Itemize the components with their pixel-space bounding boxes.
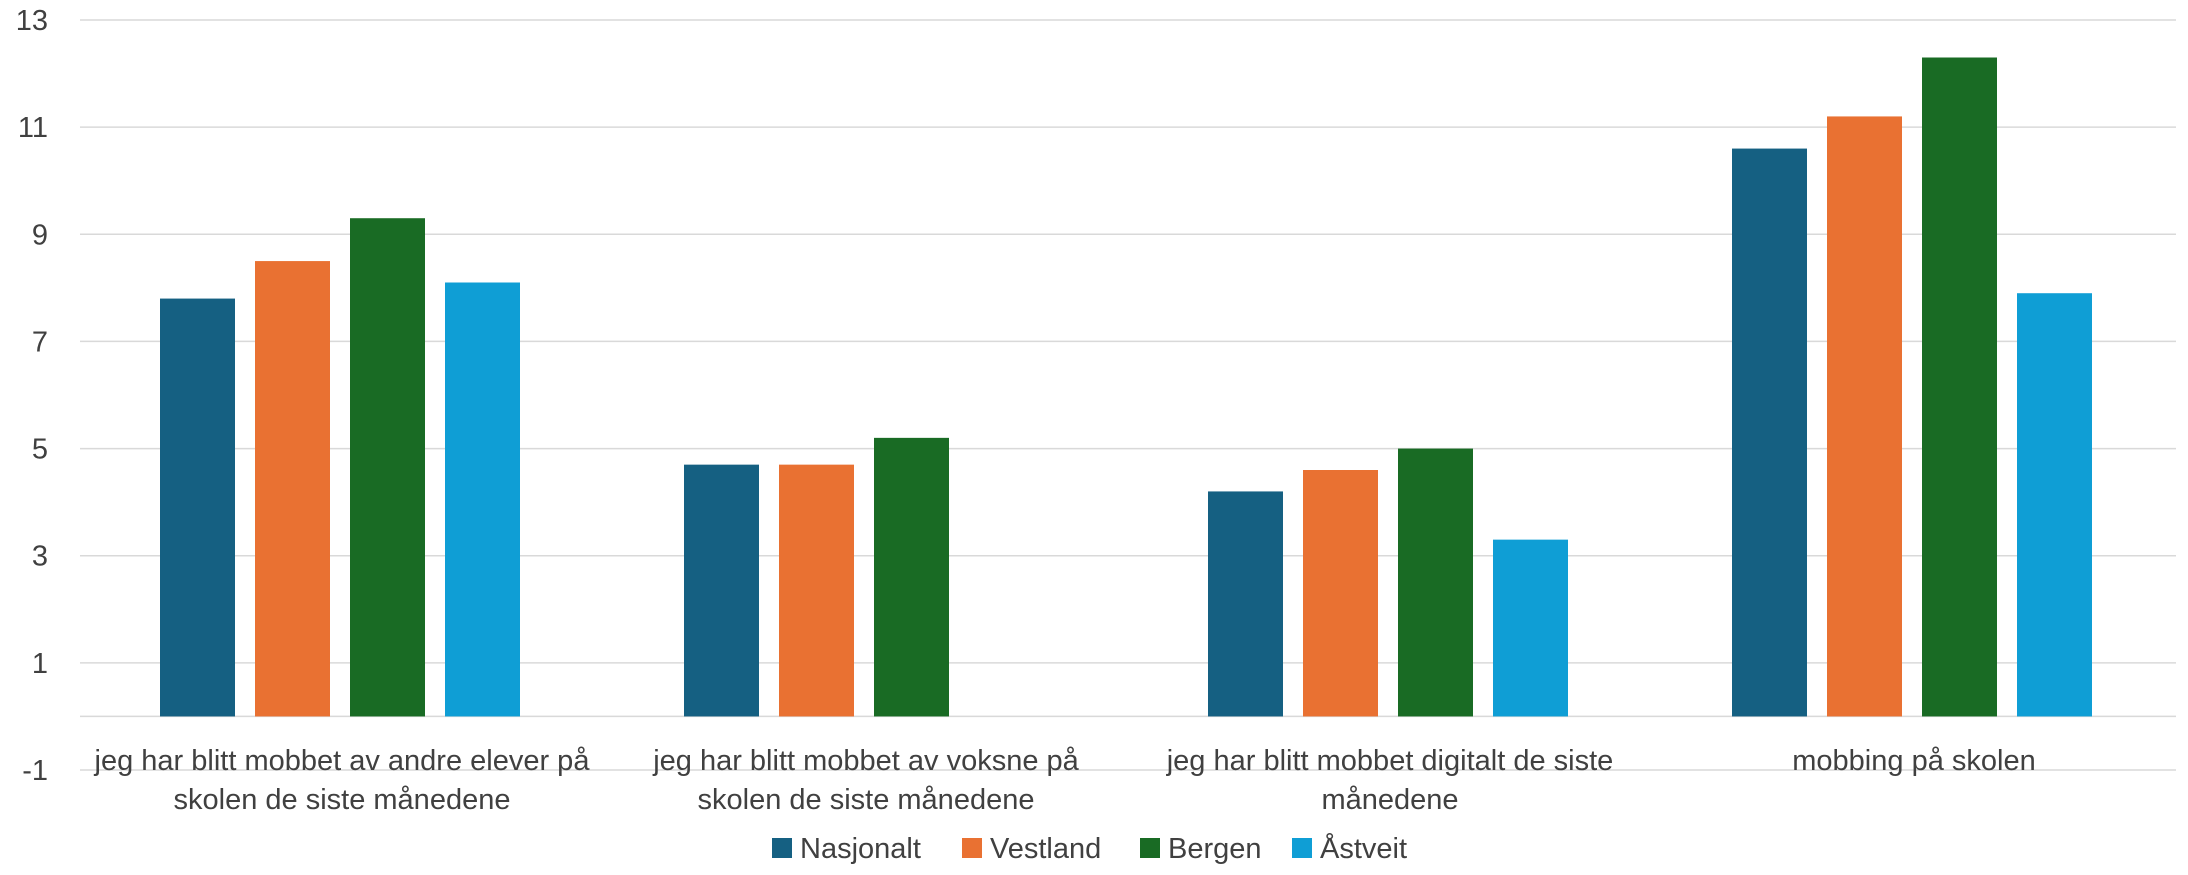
legend-swatch	[772, 838, 792, 858]
y-tick-label: 13	[16, 5, 48, 37]
legend-label: Åstveit	[1320, 832, 1407, 865]
legend-swatch	[962, 838, 982, 858]
bar	[874, 437, 949, 717]
bar	[1922, 57, 1997, 717]
y-tick-label: 9	[32, 219, 48, 251]
category-label: skolen de siste månedene	[698, 784, 1035, 816]
bar	[779, 464, 854, 717]
category-labels: jeg har blitt mobbet av andre elever på s…	[94, 745, 2036, 816]
legend-label: Nasjonalt	[800, 833, 921, 865]
bar	[1732, 148, 1807, 717]
bar	[350, 218, 425, 717]
legend: Nasjonalt Vestland Bergen Åstveit	[772, 832, 1407, 865]
category-label: jeg har blitt mobbet av voksne på	[652, 745, 1079, 777]
bar	[1398, 448, 1473, 717]
y-tick-label: 1	[32, 648, 48, 680]
category-label: skolen de siste månedene	[174, 784, 511, 816]
y-tick-label: -1	[22, 755, 48, 787]
category-label: månedene	[1321, 784, 1458, 816]
bar	[255, 261, 330, 717]
bar	[1827, 116, 1902, 717]
bars	[160, 57, 2092, 717]
category-label: jeg har blitt mobbet av andre elever på	[94, 745, 591, 777]
bar	[160, 298, 235, 717]
bar	[1208, 491, 1283, 717]
legend-swatch	[1292, 838, 1312, 858]
legend-swatch	[1140, 838, 1160, 858]
legend-label: Bergen	[1168, 833, 1262, 865]
y-tick-label: 5	[32, 434, 48, 466]
y-tick-label: 3	[32, 541, 48, 573]
category-label: jeg har blitt mobbet digitalt de siste	[1166, 745, 1614, 777]
bar	[1303, 470, 1378, 717]
y-tick-label: 7	[32, 326, 48, 358]
bar	[684, 464, 759, 717]
category-label: mobbing på skolen	[1792, 745, 2035, 777]
gridlines	[80, 19, 2176, 771]
legend-label: Vestland	[990, 833, 1101, 865]
bar	[1493, 539, 1568, 717]
bar	[445, 282, 520, 717]
y-tick-label: 11	[18, 112, 48, 144]
bar	[2017, 293, 2092, 717]
